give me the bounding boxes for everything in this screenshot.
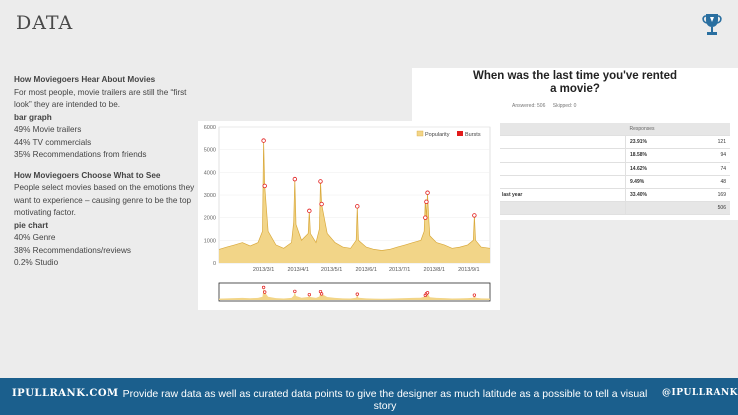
row-count: 48 — [690, 175, 730, 189]
x-tick-label: 2013/5/1 — [321, 267, 342, 273]
row-percent: 9.49% — [625, 175, 690, 189]
row-count: 169 — [690, 188, 730, 203]
survey-results-panel: When was the last time you've rented a m… — [412, 68, 738, 220]
legend-label-bursts: Bursts — [465, 132, 481, 138]
row-count: 121 — [690, 135, 730, 150]
skipped-count: Skipped: 0 — [552, 103, 577, 109]
burst-marker — [472, 213, 477, 218]
row-label: last year — [498, 188, 626, 203]
footer-brand[interactable]: IPULLRANK.COM — [12, 388, 119, 399]
burst-marker — [425, 190, 430, 195]
y-tick-label: 0 — [213, 261, 216, 267]
row-label — [498, 148, 626, 163]
burst-marker — [307, 208, 312, 214]
navigator-area — [219, 287, 490, 300]
section2-type: pie chart — [14, 220, 49, 230]
navigator-frame — [218, 282, 491, 302]
row-percent: 23.91% — [625, 135, 690, 150]
navigator-burst-marker — [472, 293, 477, 297]
burst-marker — [262, 183, 267, 189]
section2-item: 38% Recommendations/reviews — [14, 245, 131, 255]
y-tick-label: 2000 — [204, 216, 216, 222]
total-spacer — [625, 201, 690, 216]
row-label — [498, 135, 626, 150]
row-label — [498, 162, 626, 176]
popularity-chart: 0 1000 2000 3000 4000 5000 6000 2013/3/1 2013/4/… — [198, 121, 500, 310]
navigator-burst-marker — [425, 291, 430, 295]
table-row: 23.91% 121 — [498, 135, 730, 150]
row-percent: 14.62% — [625, 162, 690, 176]
total-label — [498, 201, 626, 216]
section1-body: For most people, movie trailers are stil… — [14, 87, 187, 110]
navigator-burst-marker — [307, 292, 311, 297]
survey-question: When was the last time you've rented a m… — [472, 70, 678, 95]
x-tick-label: 2013/3/1 — [253, 267, 274, 273]
row-percent: 18.58% — [625, 148, 690, 163]
table-row: 9.49% 48 — [498, 175, 730, 189]
row-label — [498, 175, 626, 189]
footer-caption: Provide raw data as well as curated data… — [122, 388, 648, 412]
navigator-burst-marker — [263, 290, 267, 294]
footer-handle[interactable]: @IPULLRANK — [662, 388, 738, 398]
popularity-line — [218, 140, 491, 251]
navigator-burst-marker — [355, 292, 359, 296]
section2-item: 40% Genre — [14, 233, 56, 242]
insights-text: How Moviegoers Hear About Movies For mos… — [14, 74, 196, 270]
section1-item: 35% Recommendations from friends — [14, 150, 147, 159]
table-row: 18.58% 94 — [498, 148, 730, 163]
footer-bar: IPULLRANK.COM Provide raw data as well a… — [0, 378, 738, 415]
table-total-row: 506 — [498, 201, 730, 216]
legend-swatch-popularity — [416, 130, 424, 137]
section1-heading: How Moviegoers Hear About Movies — [14, 75, 156, 84]
navigator-burst-marker — [319, 292, 324, 296]
popularity-area — [219, 140, 490, 263]
survey-table: Responses 23.91% 121 18.58% 94 14.62% 74… — [498, 123, 730, 216]
table-row: last year 33.40% 169 — [498, 188, 730, 203]
section1-item: 44% TV commercials — [14, 137, 92, 147]
section1-item: 49% Movie trailers — [14, 125, 82, 134]
y-tick-label: 3000 — [204, 193, 216, 199]
y-tick-label: 4000 — [204, 170, 216, 176]
burst-marker — [292, 176, 298, 182]
burst-marker — [261, 138, 266, 143]
trophy-icon — [702, 14, 722, 35]
burst-marker — [318, 179, 323, 184]
burst-marker — [423, 215, 428, 220]
section2-heading: How Moviegoers Choose What to See — [14, 170, 161, 180]
burst-marker — [319, 201, 324, 207]
table-header-row: Responses — [498, 123, 730, 137]
total-count: 506 — [690, 201, 730, 216]
answered-count: Answered: 506 — [512, 103, 546, 109]
legend-label-popularity: Popularity — [425, 132, 450, 138]
x-tick-label: 2013/8/1 — [424, 267, 445, 273]
x-tick-label: 2013/4/1 — [287, 267, 308, 273]
chart-svg: 0 1000 2000 3000 4000 5000 6000 2013/3/1 2013/4/… — [204, 125, 491, 302]
navigator-burst-marker — [261, 285, 266, 290]
row-count: 74 — [690, 162, 730, 176]
y-tick-label: 6000 — [204, 125, 216, 131]
table-row: 14.62% 74 — [498, 162, 730, 176]
navigator-burst-marker — [293, 289, 297, 294]
burst-marker — [355, 204, 360, 209]
header-responses: Responses — [625, 123, 730, 137]
burst-marker — [424, 199, 429, 204]
y-tick-label: 1000 — [204, 238, 216, 244]
section2-item: 0.2% Studio — [14, 258, 59, 267]
x-tick-label: 2013/6/1 — [355, 267, 376, 273]
y-tick-label: 5000 — [204, 148, 216, 154]
x-tick-label: 2013/7/1 — [389, 267, 410, 273]
legend-swatch-bursts — [457, 131, 463, 136]
x-tick-label: 2013/9/1 — [458, 267, 479, 273]
header-choice — [498, 123, 626, 137]
row-count: 94 — [690, 148, 730, 163]
survey-meta: Answered: 506 Skipped: 0 — [512, 103, 582, 109]
section2-body: People select movies based on the emotio… — [14, 183, 195, 217]
section1-type: bar graph — [14, 112, 52, 122]
slide-title: DATA — [16, 12, 74, 34]
row-percent: 33.40% — [625, 188, 690, 203]
